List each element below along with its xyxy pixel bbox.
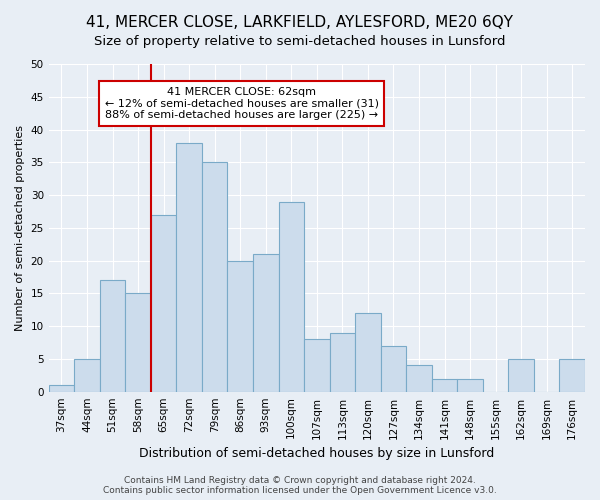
Bar xyxy=(406,366,432,392)
Bar xyxy=(49,385,74,392)
Bar xyxy=(559,359,585,392)
Bar xyxy=(151,214,176,392)
Y-axis label: Number of semi-detached properties: Number of semi-detached properties xyxy=(15,125,25,331)
Bar xyxy=(253,254,278,392)
Text: 41, MERCER CLOSE, LARKFIELD, AYLESFORD, ME20 6QY: 41, MERCER CLOSE, LARKFIELD, AYLESFORD, … xyxy=(86,15,514,30)
Text: Size of property relative to semi-detached houses in Lunsford: Size of property relative to semi-detach… xyxy=(94,35,506,48)
Text: Contains HM Land Registry data © Crown copyright and database right 2024.
Contai: Contains HM Land Registry data © Crown c… xyxy=(103,476,497,495)
Bar xyxy=(329,332,355,392)
Bar xyxy=(125,294,151,392)
Bar xyxy=(304,340,329,392)
Bar xyxy=(74,359,100,392)
X-axis label: Distribution of semi-detached houses by size in Lunsford: Distribution of semi-detached houses by … xyxy=(139,447,494,460)
Bar xyxy=(278,202,304,392)
Bar xyxy=(227,260,253,392)
Bar xyxy=(457,378,483,392)
Bar xyxy=(508,359,534,392)
Bar xyxy=(355,313,380,392)
Bar xyxy=(202,162,227,392)
Bar xyxy=(176,142,202,392)
Bar xyxy=(100,280,125,392)
Text: 41 MERCER CLOSE: 62sqm
← 12% of semi-detached houses are smaller (31)
88% of sem: 41 MERCER CLOSE: 62sqm ← 12% of semi-det… xyxy=(105,87,379,120)
Bar xyxy=(432,378,457,392)
Bar xyxy=(380,346,406,392)
